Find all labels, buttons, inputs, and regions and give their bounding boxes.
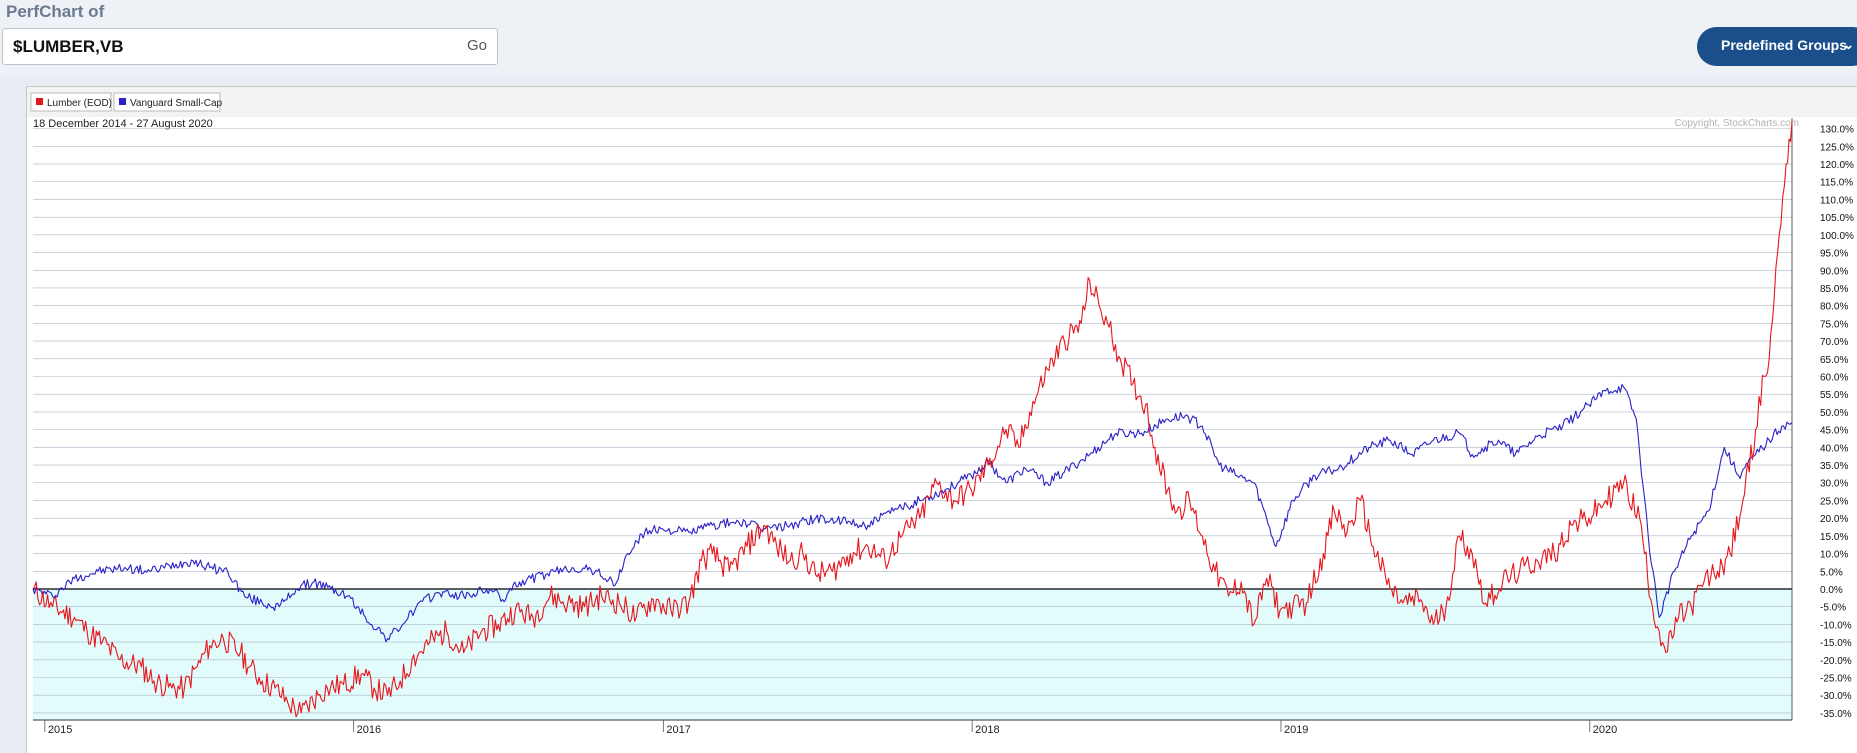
x-tick-label: 2017 [666, 724, 690, 736]
y-tick-label: 15.0% [1820, 532, 1848, 543]
x-tick-label: 2020 [1593, 724, 1617, 736]
page-title: PerfChart of [6, 2, 105, 21]
y-tick-label: -30.0% [1820, 691, 1852, 702]
y-tick-label: 20.0% [1820, 514, 1848, 525]
legend-box [113, 92, 221, 112]
y-tick-label: -35.0% [1820, 709, 1852, 720]
series-line-lumber [32, 121, 1793, 718]
symbol-search-box: Go [2, 28, 498, 65]
x-tick-label: 2016 [357, 724, 381, 736]
legend-swatch [119, 98, 126, 105]
y-tick-label: 90.0% [1820, 266, 1848, 277]
y-tick-label: 10.0% [1820, 550, 1848, 561]
y-tick-label: 45.0% [1820, 426, 1848, 437]
y-tick-label: -15.0% [1820, 638, 1852, 649]
y-tick-label: 115.0% [1820, 178, 1853, 189]
date-range-label: 18 December 2014 - 27 August 2020 [33, 118, 213, 130]
y-tick-label: 65.0% [1820, 355, 1848, 366]
legend-label: Lumber (EOD) [47, 98, 112, 109]
y-tick-label: 70.0% [1820, 337, 1848, 348]
y-tick-label: -20.0% [1820, 656, 1852, 667]
go-button[interactable]: Go [466, 37, 487, 54]
y-tick-label: 95.0% [1820, 249, 1848, 260]
y-tick-label: 130.0% [1820, 125, 1854, 136]
y-tick-label: 125.0% [1820, 142, 1854, 153]
y-tick-label: -10.0% [1820, 620, 1852, 631]
predefined-groups-button[interactable]: Predefined Groups ⌄ [1697, 27, 1857, 66]
y-tick-label: 30.0% [1820, 479, 1848, 490]
x-tick-label: 2018 [975, 724, 999, 736]
y-tick-label: 5.0% [1820, 567, 1843, 578]
y-tick-label: 110.0% [1820, 195, 1853, 206]
y-tick-label: 100.0% [1820, 231, 1854, 242]
y-tick-label: 60.0% [1820, 373, 1848, 384]
x-tick-label: 2019 [1284, 724, 1308, 736]
y-tick-label: 50.0% [1820, 408, 1848, 419]
copyright-label: Copyright, StockCharts.com [1675, 118, 1800, 129]
predefined-groups-label: Predefined Groups [1721, 37, 1848, 53]
y-tick-label: 75.0% [1820, 319, 1848, 330]
chevron-down-icon: ⌄ [1843, 37, 1854, 52]
symbols-input[interactable] [13, 35, 453, 59]
x-tick-label: 2015 [48, 724, 72, 736]
y-tick-label: 0.0% [1820, 585, 1843, 596]
y-tick-label: 35.0% [1820, 461, 1848, 472]
legend-label: Vanguard Small-Cap [130, 98, 223, 109]
y-tick-label: -25.0% [1820, 674, 1852, 685]
legend-swatch [36, 98, 43, 105]
negative-region [33, 588, 1792, 720]
legend-box [30, 92, 112, 112]
y-tick-label: 55.0% [1820, 390, 1848, 401]
y-tick-label: 80.0% [1820, 302, 1848, 313]
y-tick-label: -5.0% [1820, 603, 1846, 614]
y-tick-label: 40.0% [1820, 443, 1848, 454]
perf-chart: Lumber (EOD) Vanguard Small-Cap 18 Decemb… [27, 87, 1857, 736]
y-tick-label: 85.0% [1820, 284, 1848, 295]
y-tick-label: 120.0% [1820, 160, 1854, 171]
chart-panel: Lumber (EOD) Vanguard Small-Cap 18 Decemb… [26, 86, 1857, 753]
y-tick-label: 105.0% [1820, 213, 1854, 224]
series-line-vanguard-small-cap [32, 383, 1793, 643]
legend-bar [27, 87, 1857, 117]
y-tick-label: 25.0% [1820, 496, 1848, 507]
